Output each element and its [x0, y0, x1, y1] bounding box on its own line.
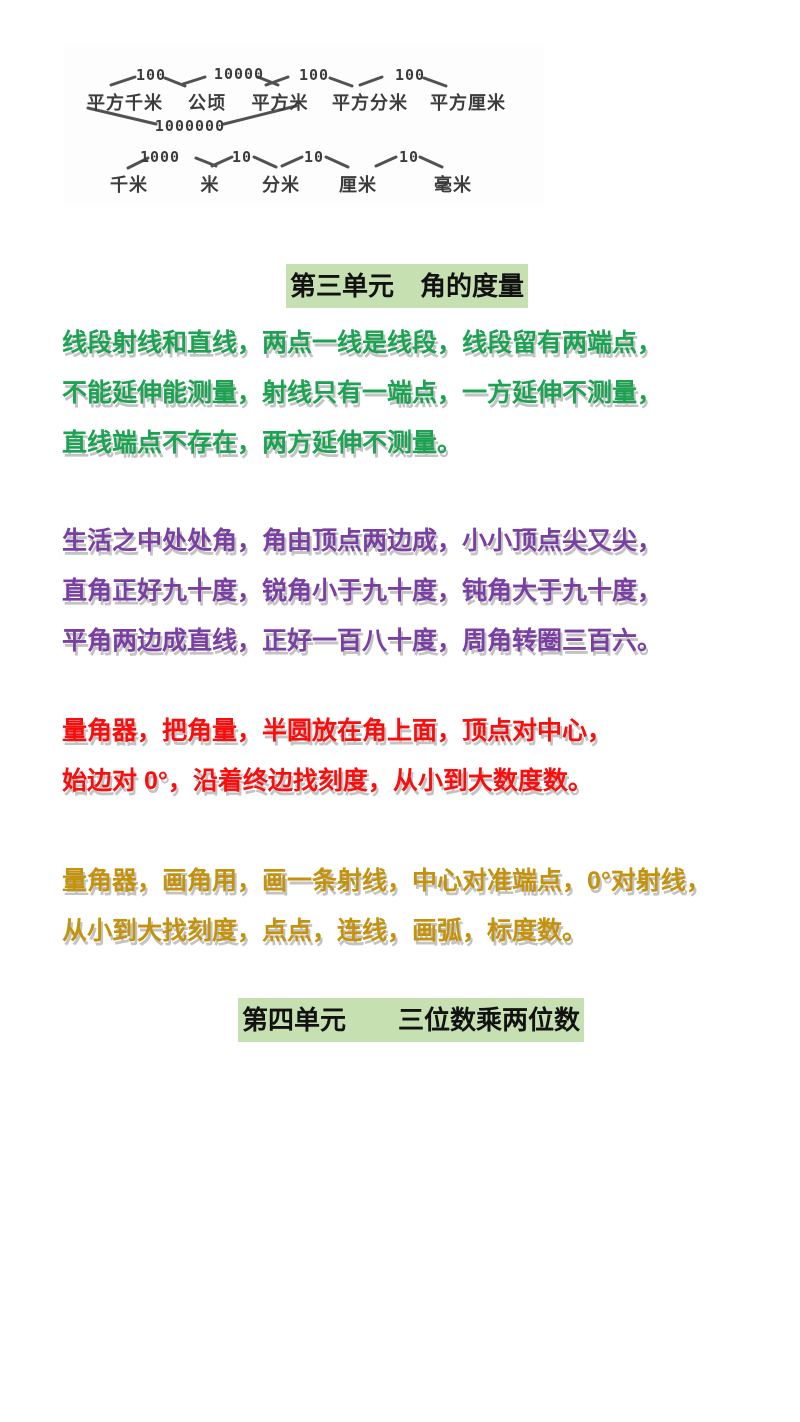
- rhyme-draw-row: 从小到大找刻度，点点，连线，画弧，标度数。: [62, 917, 588, 945]
- conversion-factor: 100: [135, 66, 167, 84]
- unit-conversion-diagram: 平方千米 公顷 平方米 平方分米 平方厘米 100 10000 100 100 …: [64, 45, 544, 207]
- unit-label: 毫米: [434, 175, 472, 195]
- conversion-arc-strokes: [86, 75, 448, 170]
- unit-label: 平方厘米: [430, 93, 506, 113]
- conversion-factor: 100: [298, 66, 330, 84]
- conversion-factor: 10: [303, 148, 325, 166]
- unit3-title: 第三单元 角的度量: [286, 264, 529, 308]
- rhyme-angles-row: 直角正好九十度，锐角小于九十度，钝角大于九十度，: [62, 577, 663, 605]
- unit-label: 千米: [110, 175, 148, 195]
- unit-label: 平方千米: [87, 93, 163, 113]
- rhyme-angles-row: 生活之中处处角，角由顶点两边成，小小顶点尖又尖，: [62, 527, 663, 555]
- rhyme-lines-row: 直线端点不存在，两方延伸不测量。: [62, 429, 463, 457]
- conversion-factor: 1000: [139, 148, 181, 166]
- rhyme-lines-row: 线段射线和直线，两点一线是线段，线段留有两端点，: [62, 329, 663, 357]
- unit-label: 平方米: [251, 93, 309, 113]
- rhyme-measure-row: 量角器，把角量，半圆放在角上面，顶点对中心，: [62, 717, 613, 745]
- rhyme-lines-row: 不能延伸能测量，射线只有一端点，一方延伸不测量，: [62, 379, 663, 407]
- conversion-factor-big: 1000000: [154, 117, 226, 135]
- conversion-factor: 10: [231, 148, 253, 166]
- unit-label: 平方分米: [332, 93, 408, 113]
- conversion-factor: 100: [394, 66, 426, 84]
- unit-label: 米: [200, 175, 220, 195]
- unit-label: 厘米: [339, 175, 377, 195]
- unit-label: 分米: [262, 175, 300, 195]
- rhyme-measure-row: 始边对 0°，沿着终边找刻度，从小到大数度数。: [62, 767, 593, 795]
- conversion-factor: 10: [398, 148, 420, 166]
- unit4-title: 第四单元 三位数乘两位数: [238, 998, 585, 1042]
- rhyme-draw-row: 量角器，画角用，画一条射线，中心对准端点，0°对射线，: [62, 867, 711, 895]
- conversion-factor: 10000: [213, 65, 265, 83]
- rhyme-angles-row: 平角两边成直线，正好一百八十度，周角转圈三百六。: [62, 627, 663, 655]
- unit-label: 公顷: [188, 93, 226, 113]
